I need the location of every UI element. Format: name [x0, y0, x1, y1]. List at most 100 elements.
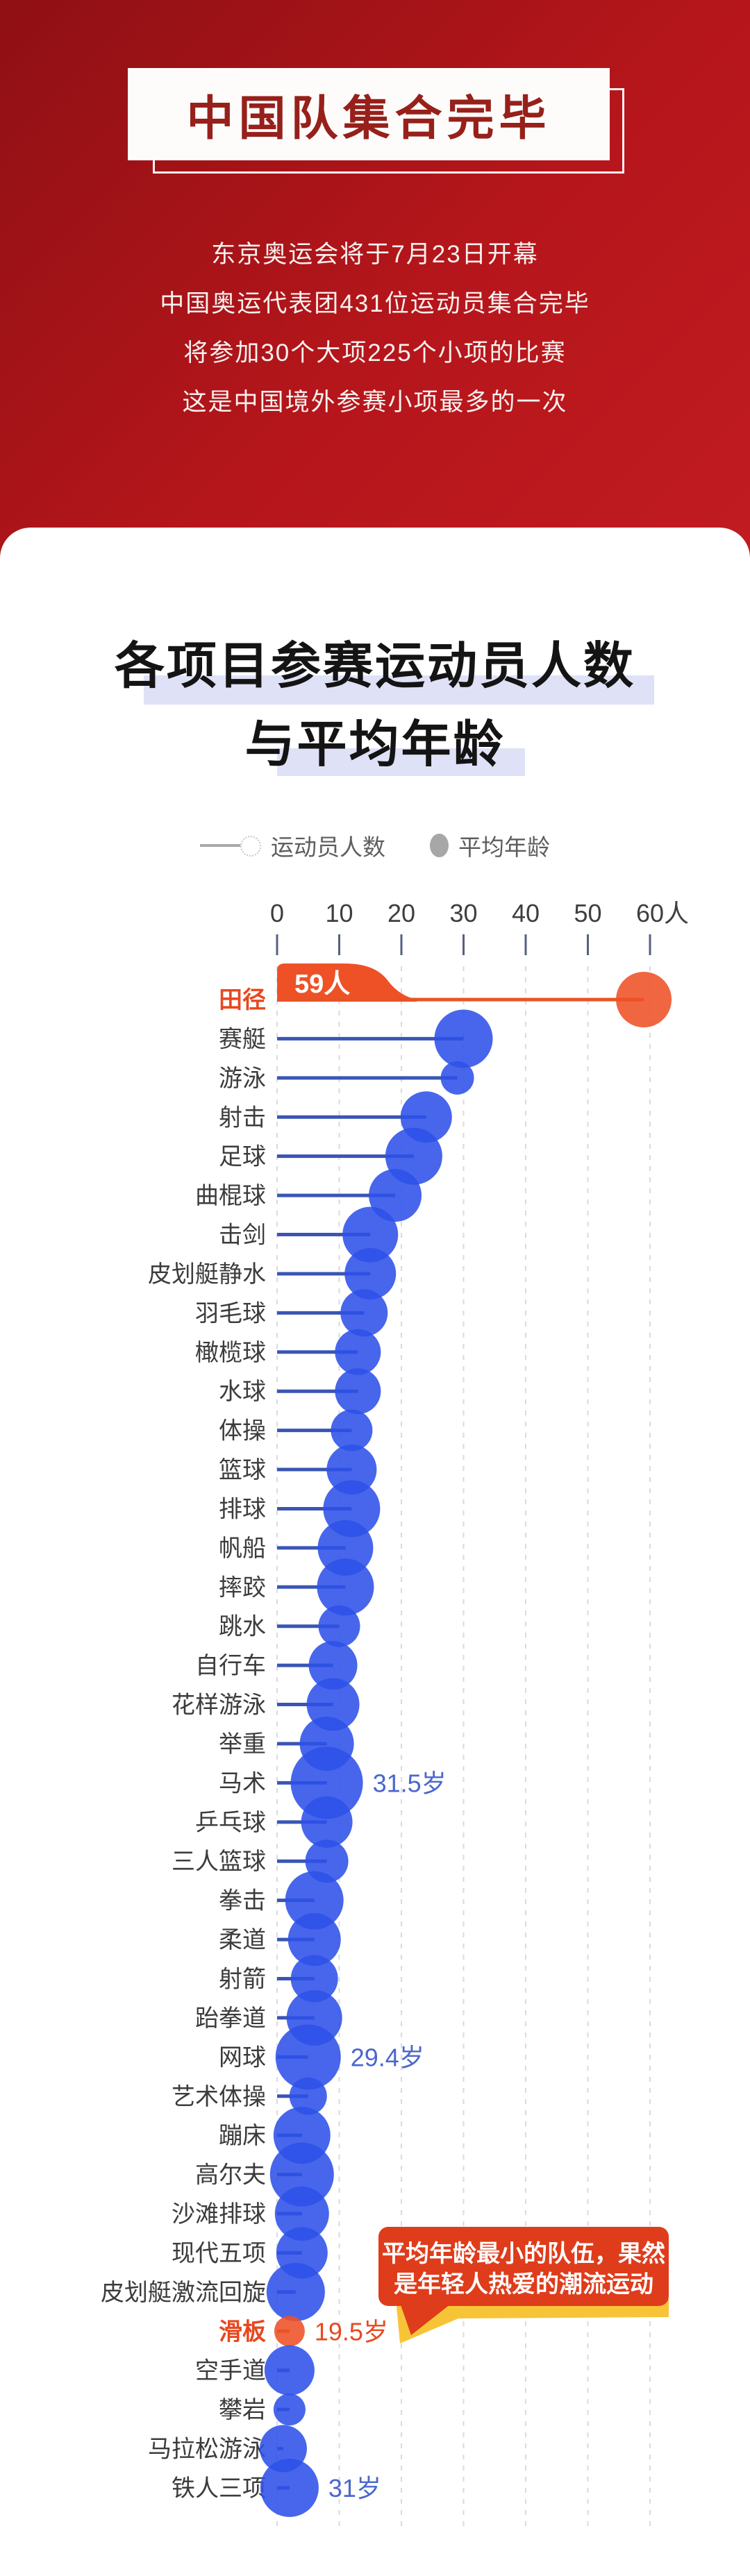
sport-label: 帆船 — [219, 1535, 266, 1562]
chart-row: 柔道 — [219, 1913, 341, 1967]
age-bubble — [440, 1061, 474, 1095]
axis-tick-label: 40 — [512, 899, 540, 927]
legend-age-label: 平均年龄 — [458, 834, 550, 860]
chart-row: 足球 — [219, 1127, 442, 1185]
athletics-count-label: 59人 — [294, 970, 350, 999]
chart-row: 乒乓球 — [195, 1796, 353, 1848]
age-bubble — [616, 972, 672, 1027]
sport-label: 花样游泳 — [172, 1692, 266, 1719]
chart-row: 马术 31.5岁 — [219, 1746, 447, 1819]
axis-tick-label: 30 — [449, 899, 477, 927]
chart-row: 拳击 — [219, 1871, 344, 1930]
age-annotation: 31岁 — [328, 2474, 381, 2502]
chart-row: 击剑 — [219, 1206, 399, 1263]
age-bubble — [274, 2316, 305, 2347]
sport-label: 高尔夫 — [195, 2162, 266, 2189]
sport-label: 排球 — [219, 1496, 266, 1522]
chart-row: 赛艇 — [219, 1009, 493, 1068]
chart-row: 射箭 — [219, 1955, 338, 2003]
chart-row: 滑板 19.5岁 — [219, 2316, 388, 2347]
chart-row: 艺术体操 — [172, 2077, 327, 2115]
sport-label: 击剑 — [219, 1222, 266, 1249]
bubble-dot-icon — [430, 834, 449, 857]
title-box: 中国队集合完毕 — [128, 68, 610, 160]
sport-label: 自行车 — [195, 1653, 266, 1679]
sport-label: 滑板 — [219, 2318, 266, 2345]
chart-row: 铁人三项 31岁 — [172, 2458, 381, 2517]
sport-label: 赛艇 — [219, 1026, 266, 1052]
age-bubble — [317, 1558, 374, 1616]
age-bubble — [318, 1605, 360, 1647]
age-bubble — [335, 1329, 381, 1375]
chart-row: 曲棍球 — [195, 1169, 422, 1222]
chart-row: 羽毛球 — [195, 1289, 388, 1337]
sport-label: 游泳 — [219, 1066, 266, 1092]
sport-label: 皮划艇激流回旋 — [101, 2280, 266, 2306]
sport-label: 射箭 — [219, 1967, 266, 1993]
sport-label: 足球 — [219, 1144, 266, 1170]
age-bubble — [274, 2187, 329, 2241]
age-bubble — [326, 1445, 377, 1495]
chart-row: 篮球 — [219, 1445, 377, 1495]
sport-label: 摔跤 — [219, 1574, 266, 1601]
sport-label: 现代五项 — [172, 2240, 266, 2266]
chart-row: 跳水 — [219, 1605, 360, 1647]
sport-label: 橄榄球 — [195, 1340, 266, 1366]
age-bubble — [308, 1641, 358, 1690]
axis-tick-label: 50 — [574, 899, 601, 927]
intro-line-1: 东京奥运会将于7月23日开幕 — [211, 241, 539, 268]
sport-label: 空手道 — [195, 2358, 266, 2384]
age-bubble — [335, 1368, 381, 1415]
age-bubble — [289, 2077, 327, 2115]
age-bubble — [260, 2458, 319, 2517]
callout-line1: 平均年龄最小的队伍，果然 — [382, 2240, 665, 2267]
age-bubble — [317, 1519, 374, 1576]
intro-line-3: 将参加30个大项225个小项的比赛 — [183, 339, 567, 367]
age-annotation: 29.4岁 — [351, 2043, 424, 2071]
axis-tick-label: 0 — [270, 899, 284, 927]
sport-label: 举重 — [219, 1731, 266, 1758]
sport-label: 羽毛球 — [195, 1300, 266, 1327]
chart-legend: 运动员人数 平均年龄 — [0, 830, 750, 861]
chart-row: 摔跤 — [219, 1558, 374, 1616]
age-bubble — [290, 1955, 338, 2003]
age-bubble — [301, 1796, 353, 1848]
sport-label: 三人篮球 — [172, 1849, 266, 1875]
chart-row: 高尔夫 — [195, 2142, 334, 2207]
age-bubble — [285, 1871, 344, 1930]
chart-row: 攀岩 — [219, 2393, 306, 2426]
age-bubble — [290, 1746, 363, 1819]
chart-row: 田径 — [219, 972, 672, 1027]
sport-label: 蹦床 — [219, 2123, 266, 2149]
sport-label: 曲棍球 — [195, 1183, 266, 1209]
age-annotation: 31.5岁 — [373, 1769, 447, 1797]
callout-line2: 是年轻人热爱的潮流运动 — [394, 2271, 653, 2298]
age-annotation: 19.5岁 — [315, 2317, 388, 2346]
sport-label: 柔道 — [219, 1927, 266, 1953]
legend-athletes-label: 运动员人数 — [271, 834, 385, 860]
intro-line-2: 中国奥运代表团431位运动员集合完毕 — [160, 290, 590, 317]
sport-label: 马拉松游泳 — [148, 2436, 266, 2463]
chart-row: 橄榄球 — [195, 1329, 381, 1375]
sport-label: 体操 — [219, 1418, 266, 1445]
sport-label: 篮球 — [219, 1457, 266, 1483]
axis-tick-label: 20 — [388, 899, 415, 927]
age-bubble — [264, 2345, 315, 2396]
legend-item-age: 平均年龄 — [430, 829, 550, 862]
sport-label: 攀岩 — [219, 2397, 266, 2423]
intro-line-4: 这是中国境外参赛小项最多的一次 — [182, 389, 568, 416]
sport-label: 跆拳道 — [195, 2005, 266, 2032]
page-title: 中国队集合完毕 — [186, 92, 551, 145]
chart-row: 自行车 — [195, 1641, 358, 1690]
age-bubble — [288, 1913, 341, 1967]
age-bubble — [342, 1206, 399, 1263]
athletics-count-banner — [277, 963, 417, 1002]
sport-label: 网球 — [219, 2044, 266, 2071]
lollipop-line-icon — [200, 834, 261, 857]
age-bubble — [331, 1409, 373, 1451]
chart-title-line1: 各项目参赛运动员人数 — [114, 639, 635, 694]
sport-label: 铁人三项 — [172, 2475, 266, 2502]
sport-label: 田径 — [219, 987, 266, 1013]
sport-label: 跳水 — [219, 1614, 266, 1640]
